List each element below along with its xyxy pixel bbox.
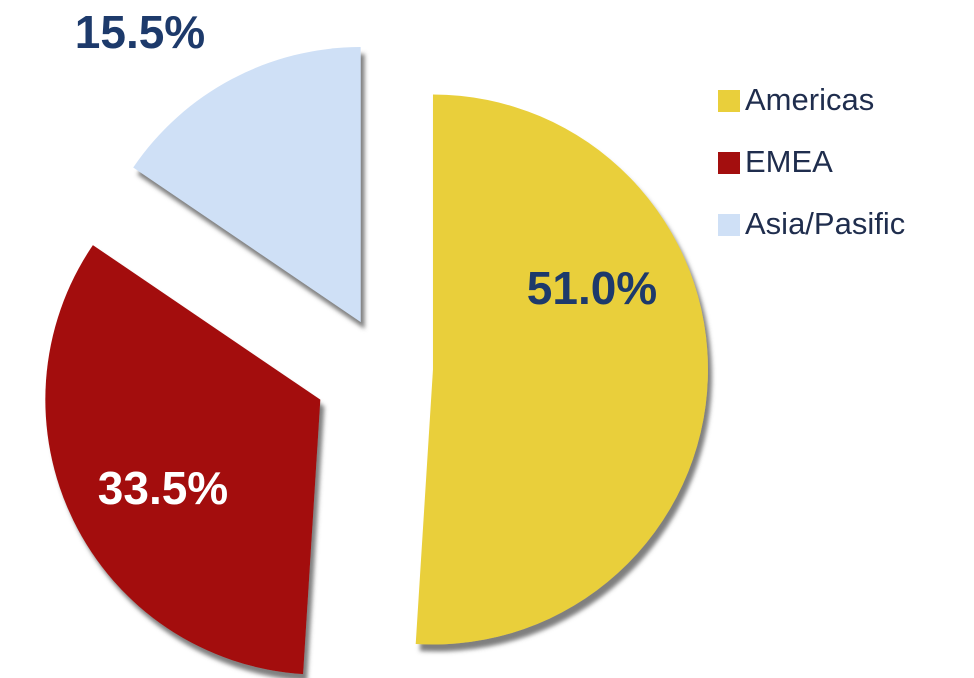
- value-label: 33.5%: [98, 462, 228, 514]
- pie-slice: [415, 94, 708, 645]
- pie-slice: [133, 47, 361, 323]
- pie-slice: [45, 245, 321, 675]
- legend-swatch: [718, 90, 740, 112]
- legend: Americas EMEA Asia/Pasific: [718, 82, 905, 241]
- legend-text: Americas: [745, 82, 874, 117]
- legend-text: Asia/Pasific: [745, 206, 905, 241]
- legend-text: EMEA: [745, 144, 833, 179]
- legend-swatch: [718, 152, 740, 174]
- labels: 51.0% 33.5% 15.5%: [75, 6, 657, 514]
- legend-swatch: [718, 214, 740, 236]
- value-label: 51.0%: [527, 262, 657, 314]
- value-label: 15.5%: [75, 6, 205, 58]
- pie: [45, 47, 708, 675]
